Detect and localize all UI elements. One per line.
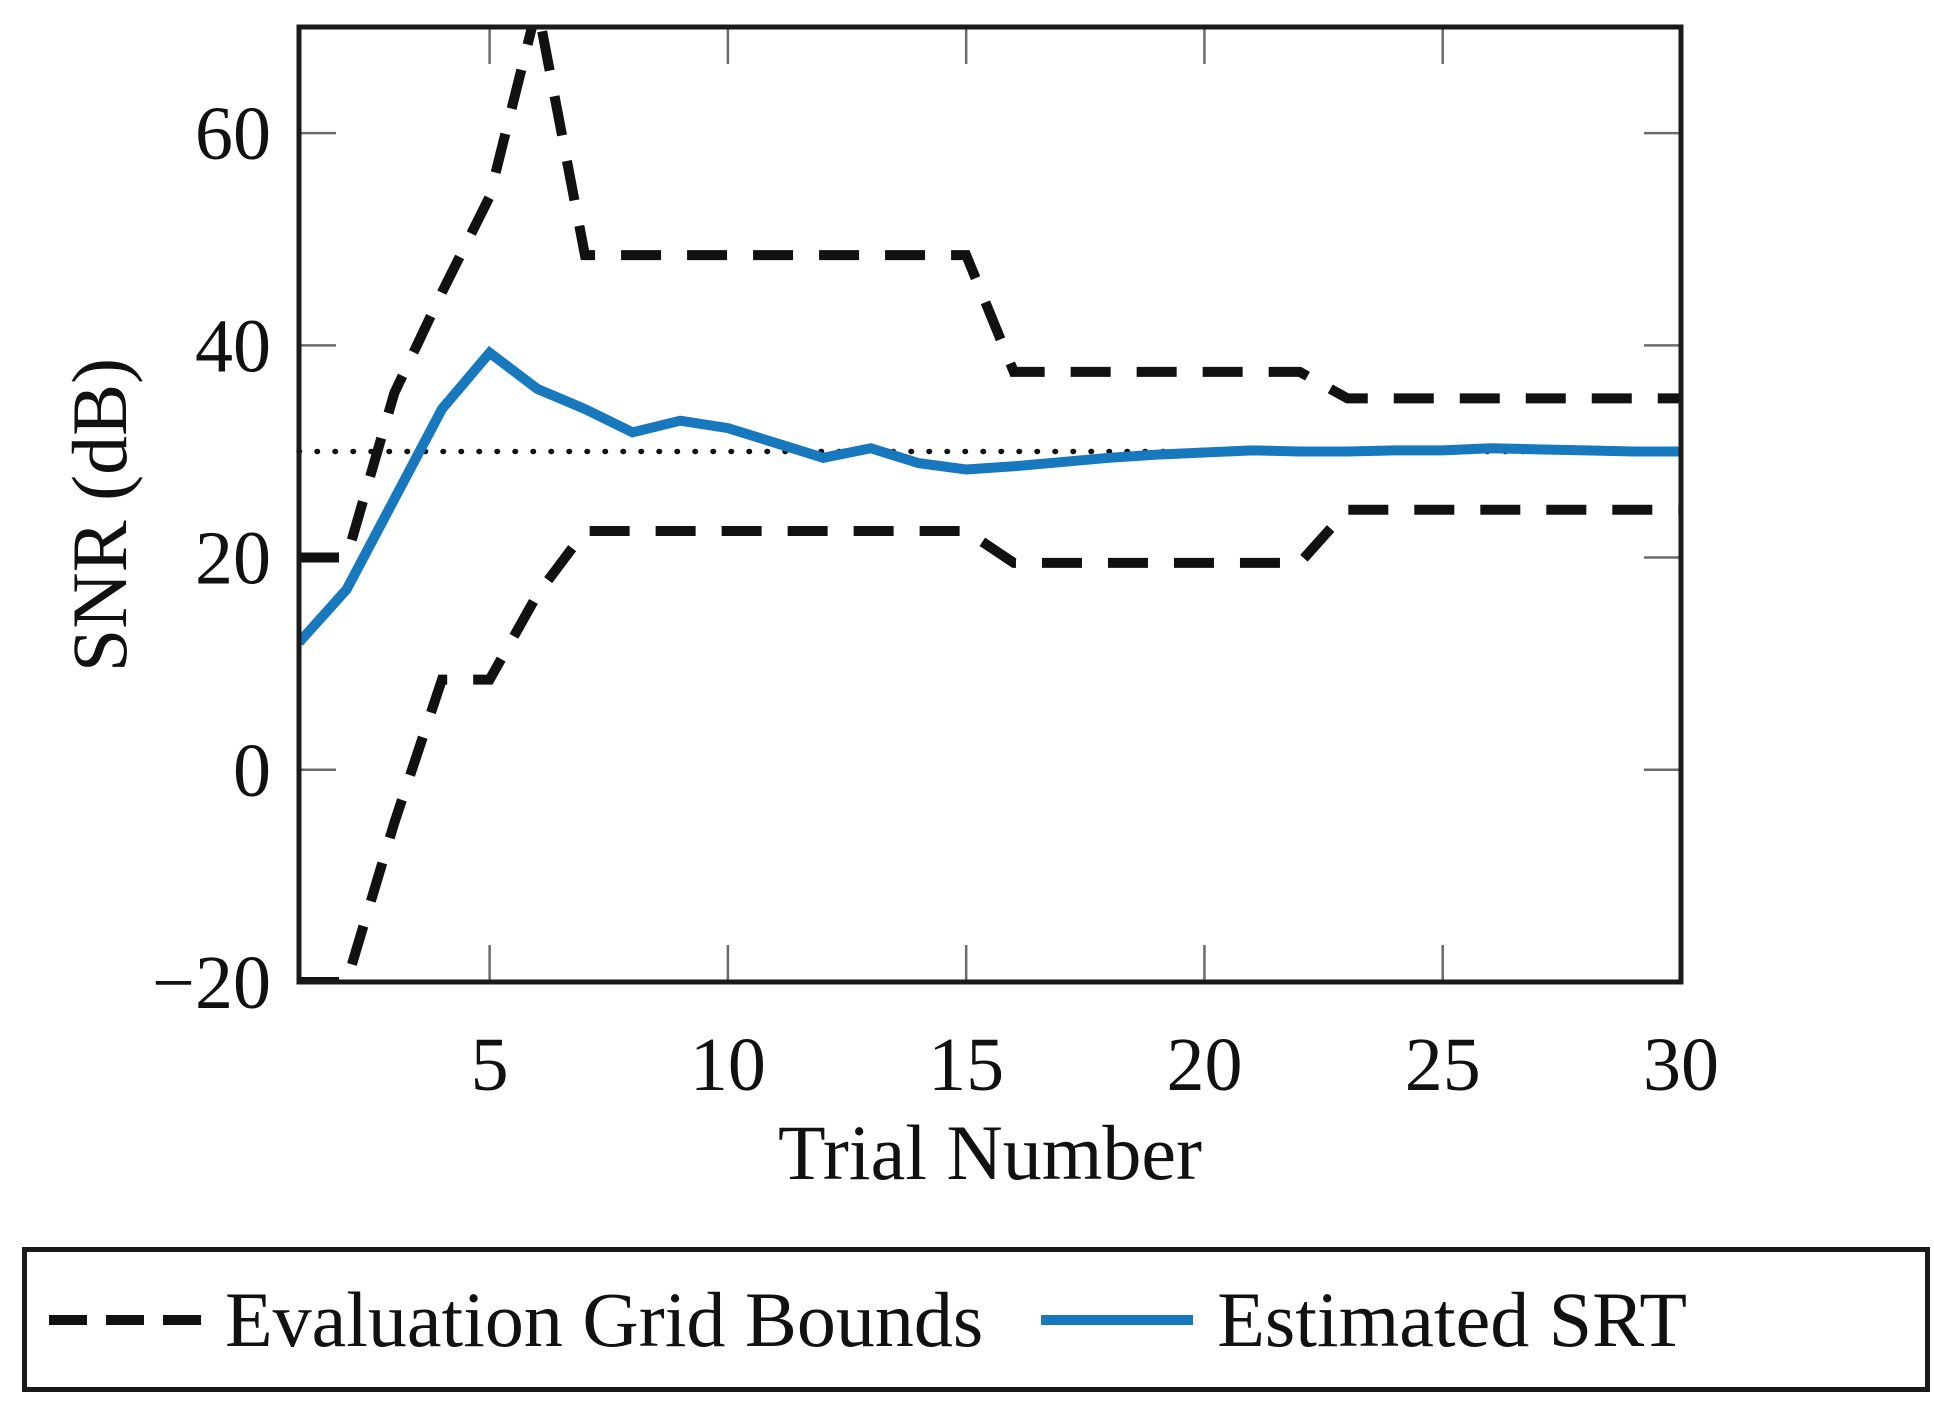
y-tick-label: 60 bbox=[195, 92, 271, 176]
y-tick-label: 20 bbox=[195, 517, 271, 601]
solid-line-swatch bbox=[1041, 1314, 1194, 1325]
legend-label: Evaluation Grid Bounds bbox=[225, 1275, 984, 1363]
x-tick-label: 30 bbox=[1643, 1023, 1719, 1107]
x-tick-label: 5 bbox=[471, 1023, 509, 1107]
y-tick-label: 0 bbox=[233, 729, 271, 813]
legend-item-estimated-srt: Estimated SRT bbox=[1041, 1275, 1687, 1365]
legend-item-evaluation-grid-bounds: Evaluation Grid Bounds bbox=[49, 1275, 983, 1365]
y-axis-label: SNR (dB) bbox=[56, 357, 143, 673]
dashed-line-swatch bbox=[49, 1314, 201, 1325]
x-axis-label: Trial Number bbox=[778, 1109, 1202, 1196]
y-tick-label: 40 bbox=[195, 304, 271, 388]
legend-label: Estimated SRT bbox=[1217, 1275, 1688, 1363]
series-estimated-srt bbox=[299, 345, 1681, 646]
series-evaluation-grid-bounds-lower bbox=[299, 504, 1681, 982]
series-evaluation-grid-bounds-upper bbox=[299, 27, 1681, 563]
plot-border bbox=[296, 24, 1684, 985]
x-tick-label: 10 bbox=[690, 1023, 766, 1107]
x-tick-label: 20 bbox=[1166, 1023, 1242, 1107]
y-tick-label: −20 bbox=[152, 941, 271, 1025]
snr-chart: 5 10 15 20 25 30 60 40 20 0 −20 bbox=[152, 24, 1719, 1107]
x-tick-label: 25 bbox=[1405, 1023, 1481, 1107]
legend: Evaluation Grid Bounds Estimated SRT bbox=[22, 1247, 1930, 1392]
x-tick-label: 15 bbox=[928, 1023, 1004, 1107]
